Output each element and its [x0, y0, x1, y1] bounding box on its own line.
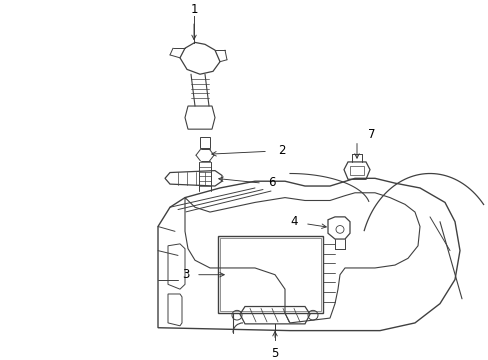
Text: 1: 1: [190, 3, 197, 16]
Text: 5: 5: [271, 347, 278, 360]
Text: 4: 4: [290, 215, 297, 228]
Bar: [200, 137, 209, 148]
Text: 3: 3: [182, 268, 190, 281]
Text: 6: 6: [267, 176, 275, 189]
Text: 7: 7: [367, 129, 375, 141]
Bar: [220, 238, 320, 311]
Bar: [349, 166, 363, 175]
Bar: [218, 236, 323, 313]
Text: 2: 2: [278, 144, 285, 157]
